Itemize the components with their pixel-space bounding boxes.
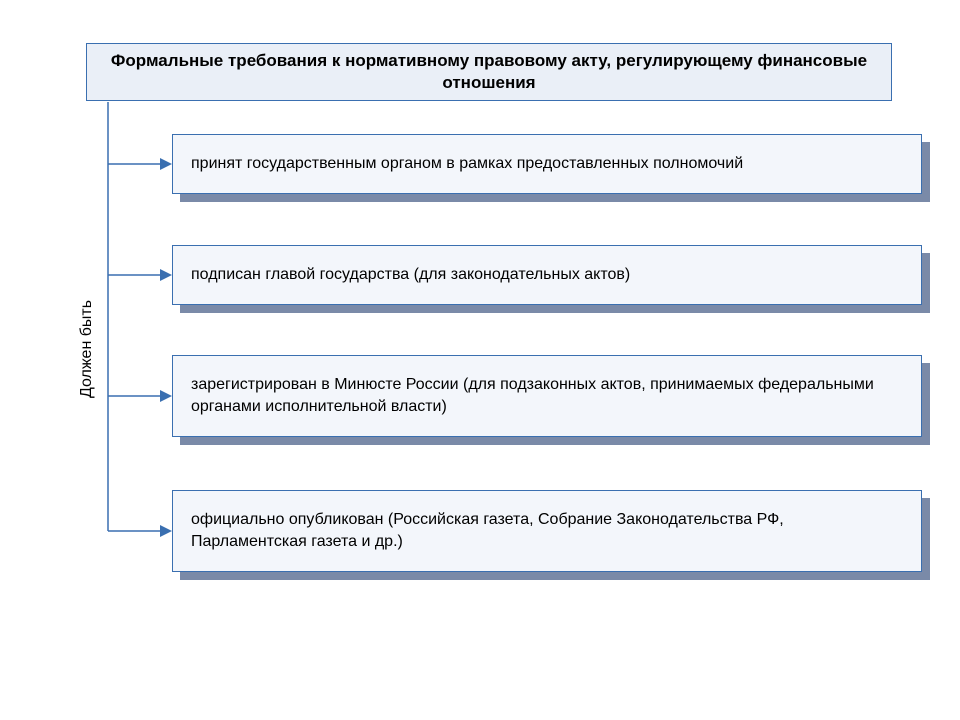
requirement-item-text: зарегистрирован в Минюсте России (для по… — [191, 374, 903, 417]
diagram-title-box: Формальные требования к нормативному пра… — [86, 43, 892, 101]
requirement-item-text: официально опубликован (Российская газет… — [191, 509, 903, 552]
requirement-item: принят государственным органом в рамках … — [172, 134, 922, 194]
requirement-item: официально опубликован (Российская газет… — [172, 490, 922, 572]
requirement-item: подписан главой государства (для законод… — [172, 245, 922, 305]
requirement-item-text: подписан главой государства (для законод… — [191, 264, 630, 286]
diagram-title-text: Формальные требования к нормативному пра… — [105, 50, 873, 94]
vertical-axis-label: Должен быть — [78, 300, 96, 398]
requirement-item-text: принят государственным органом в рамках … — [191, 153, 743, 175]
requirement-item: зарегистрирован в Минюсте России (для по… — [172, 355, 922, 437]
